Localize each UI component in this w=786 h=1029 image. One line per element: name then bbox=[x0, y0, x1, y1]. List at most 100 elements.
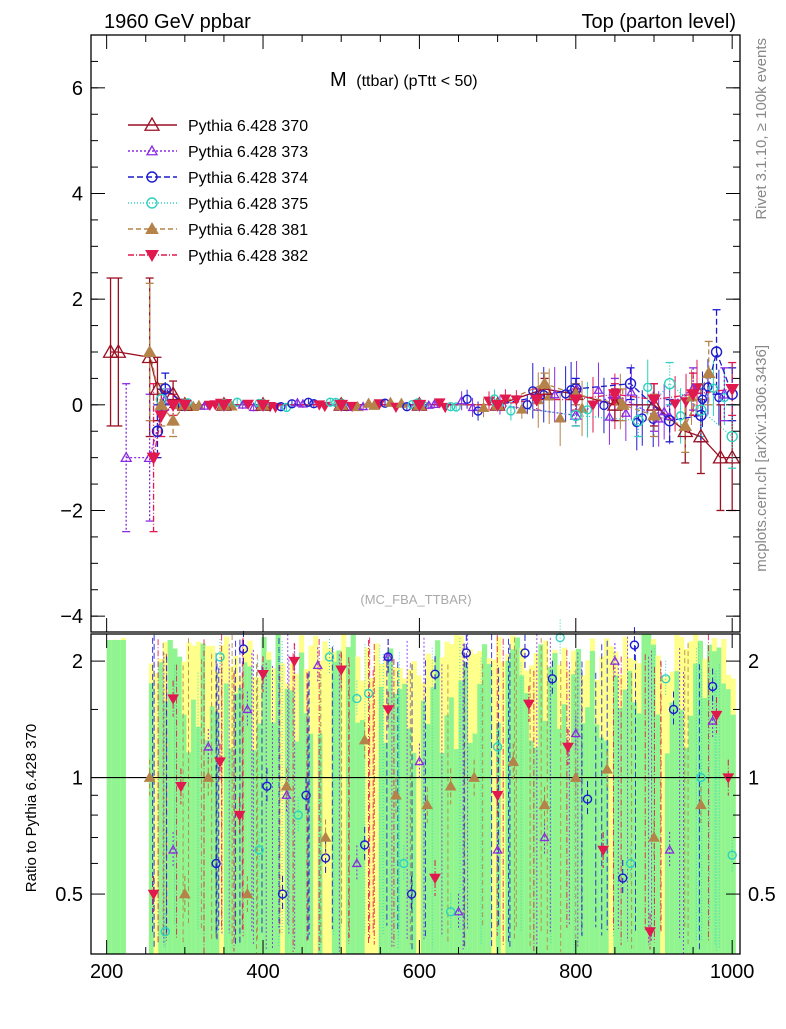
ratio-point bbox=[324, 652, 335, 662]
main-y-tick-label: 6 bbox=[72, 78, 83, 100]
main-point bbox=[695, 409, 707, 422]
main-point bbox=[692, 428, 710, 443]
ratio-band-green bbox=[669, 702, 675, 954]
ratio-point bbox=[383, 652, 393, 662]
ratio-point bbox=[390, 789, 402, 800]
main-bg-point bbox=[510, 395, 523, 406]
ratio-point bbox=[254, 845, 264, 855]
ratio-band-green bbox=[238, 688, 244, 954]
main-bg-point bbox=[395, 397, 408, 408]
ratio-point bbox=[352, 693, 362, 704]
main-point bbox=[615, 397, 630, 410]
ratio-band-green bbox=[552, 653, 558, 954]
ratio-band-green bbox=[359, 720, 366, 954]
main-bg-point bbox=[697, 394, 708, 404]
ratio-point bbox=[167, 844, 179, 854]
plot-title-main: M bbox=[330, 69, 347, 91]
ratio-band-green bbox=[402, 683, 408, 954]
ratio-band-green bbox=[632, 702, 638, 954]
ratio-point bbox=[203, 741, 214, 751]
ratio-band-yellow bbox=[364, 647, 370, 954]
main-point bbox=[529, 394, 544, 407]
ratio-point bbox=[491, 791, 504, 802]
main-bg-point bbox=[620, 407, 631, 417]
ratio-band-yellow bbox=[608, 646, 614, 954]
ratio-band-green bbox=[275, 634, 281, 954]
main-bg-point bbox=[429, 399, 440, 409]
main-bg-point bbox=[325, 397, 335, 407]
ratio-band-green bbox=[594, 724, 600, 954]
ratio-band-green bbox=[463, 661, 469, 954]
ratio-point bbox=[160, 926, 170, 937]
ratio-point bbox=[312, 660, 323, 670]
ratio-band-green bbox=[444, 715, 450, 954]
ratio-band-yellow bbox=[491, 659, 497, 954]
ratio-point bbox=[461, 648, 472, 658]
x-tick-label: 400 bbox=[246, 961, 279, 983]
ratio-band-green bbox=[505, 660, 511, 954]
main-bg-point bbox=[237, 399, 248, 409]
ratio-band-green bbox=[453, 749, 460, 954]
ratio-band-green bbox=[472, 733, 478, 954]
main-point bbox=[632, 414, 645, 427]
ratio-band-green bbox=[425, 724, 431, 954]
ratio-band-green bbox=[181, 714, 187, 954]
ratio-point bbox=[202, 771, 215, 782]
ratio-band-green bbox=[336, 650, 342, 954]
ratio-band-green bbox=[589, 650, 596, 954]
ratio-point bbox=[175, 781, 187, 793]
ratio-band-yellow bbox=[327, 647, 333, 954]
main-point bbox=[412, 399, 427, 412]
ratio-point bbox=[293, 810, 303, 820]
ratio-band-green bbox=[397, 689, 403, 954]
main-bg-point bbox=[477, 401, 490, 412]
ratio-band-green bbox=[618, 707, 624, 954]
ratio-band-green bbox=[496, 722, 502, 954]
ratio-band-green bbox=[481, 644, 488, 954]
main-point bbox=[166, 399, 180, 412]
ratio-y-ticks: 0.5 0.5 1 1 2 2 bbox=[55, 651, 776, 906]
ratio-band-green bbox=[557, 728, 563, 954]
legend-label: Pythia 6.428 375 bbox=[188, 196, 308, 213]
ratio-band-green bbox=[252, 750, 258, 954]
main-point bbox=[490, 399, 505, 412]
main-y-tick-label: −2 bbox=[60, 500, 83, 522]
main-bg-point bbox=[303, 397, 314, 407]
main-bg-point bbox=[632, 417, 642, 428]
ratio-band-green bbox=[524, 693, 530, 954]
ratio-point bbox=[468, 771, 481, 782]
ratio-band-green bbox=[650, 644, 657, 954]
ratio-band-green bbox=[514, 637, 520, 954]
ratio-band-green bbox=[613, 675, 619, 954]
ratio-band-green bbox=[430, 687, 436, 954]
ratio-band-green bbox=[627, 671, 633, 954]
ratio-band-green bbox=[191, 699, 197, 954]
ratio-series-lines bbox=[91, 634, 740, 954]
main-point bbox=[570, 409, 582, 422]
ratio-point bbox=[277, 889, 288, 899]
ratio-point bbox=[430, 669, 440, 679]
main-point bbox=[695, 404, 707, 416]
ratio-point bbox=[597, 845, 610, 856]
main-bg-point bbox=[582, 405, 593, 415]
ratio-series-markers bbox=[143, 619, 737, 950]
main-point bbox=[624, 377, 637, 390]
mcplots-label: mcplots.cern.ch [arXiv:1306.3436] bbox=[753, 345, 770, 572]
x-tick-label: 600 bbox=[403, 961, 436, 983]
ratio-band-green bbox=[458, 680, 464, 954]
ratio-point bbox=[569, 771, 582, 782]
ratio-point bbox=[262, 781, 272, 791]
ratio-band-green bbox=[716, 647, 722, 954]
ratio-band-yellow bbox=[153, 673, 159, 954]
ratio-band-green bbox=[679, 709, 685, 954]
ratio-band-green bbox=[209, 706, 216, 954]
ratio-band-green bbox=[725, 689, 732, 954]
main-y-tick-label: 4 bbox=[72, 183, 83, 205]
ratio-band-yellow bbox=[660, 677, 666, 954]
main-bg-point bbox=[287, 399, 297, 409]
ratio-band-green bbox=[411, 752, 417, 954]
ratio-point bbox=[609, 655, 621, 665]
ratio-point bbox=[644, 927, 656, 938]
main-bg-point bbox=[604, 411, 615, 421]
